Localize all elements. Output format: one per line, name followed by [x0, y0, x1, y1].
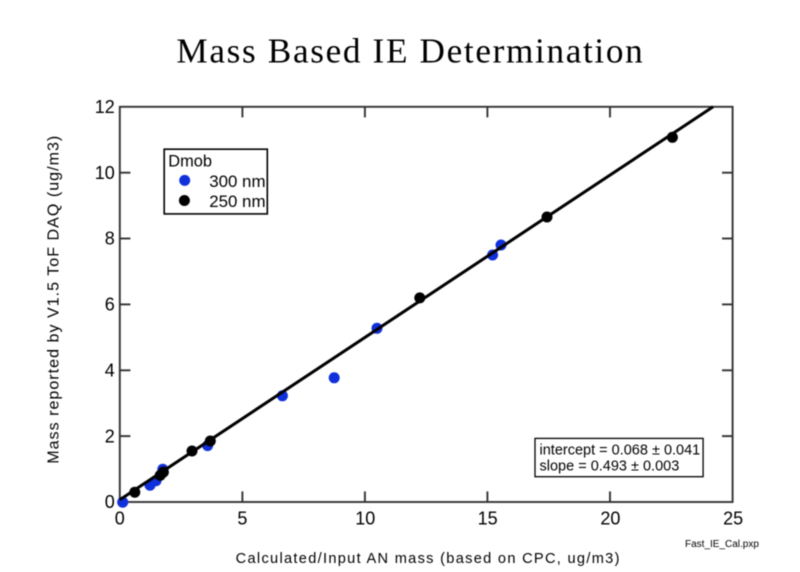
svg-text:Mass reported by V1.5 ToF DAQ: Mass reported by V1.5 ToF DAQ (ug/m3) [45, 135, 63, 464]
svg-text:6: 6 [105, 295, 115, 315]
svg-text:Dmob: Dmob [168, 152, 212, 170]
svg-text:8: 8 [105, 229, 115, 249]
svg-text:10: 10 [355, 508, 375, 528]
svg-text:4: 4 [105, 361, 115, 381]
svg-text:10: 10 [95, 163, 115, 183]
svg-text:Calculated/Input AN mass (base: Calculated/Input AN mass (based on CPC, … [236, 551, 621, 567]
svg-text:25: 25 [723, 508, 743, 528]
svg-text:Fast_IE_Cal.pxp: Fast_IE_Cal.pxp [685, 539, 759, 550]
svg-text:slope = 0.493 ± 0.003: slope = 0.493 ± 0.003 [540, 459, 680, 475]
svg-text:0: 0 [105, 492, 115, 512]
svg-text:12: 12 [95, 97, 115, 117]
svg-text:300 nm: 300 nm [209, 172, 265, 191]
svg-text:Mass Based IE Determination: Mass Based IE Determination [176, 31, 644, 70]
svg-text:250 nm: 250 nm [209, 192, 265, 211]
svg-text:5: 5 [237, 508, 247, 528]
svg-text:0: 0 [115, 508, 125, 528]
svg-text:20: 20 [600, 508, 620, 528]
svg-text:intercept = 0.068 ± 0.041: intercept = 0.068 ± 0.041 [540, 443, 701, 459]
svg-text:2: 2 [105, 426, 115, 446]
svg-text:15: 15 [478, 508, 498, 528]
